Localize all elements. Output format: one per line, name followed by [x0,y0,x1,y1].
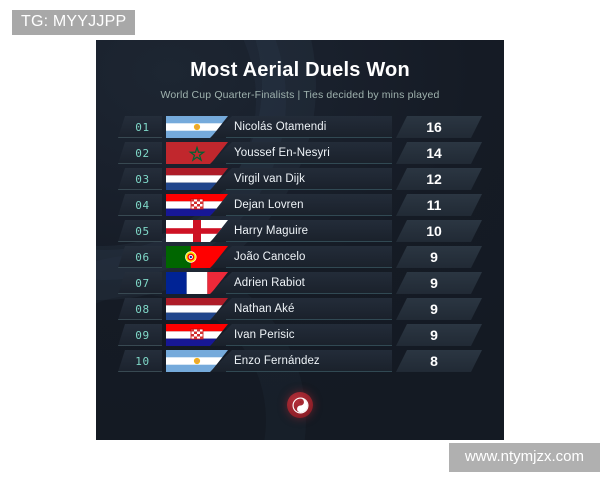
duels-won-value: 14 [426,145,442,161]
player-name: Dejan Lovren [234,199,304,211]
player-name-bar [210,116,392,138]
leaderboard-row[interactable]: 10 Enzo Fernández 8 [118,350,482,372]
flag-croatia-icon [166,194,228,216]
rank-number: 02 [135,146,150,160]
flag-netherlands-icon [166,298,228,320]
card-header: Most Aerial Duels Won World Cup Quarter-… [96,40,504,102]
value-plate [396,168,482,190]
duels-won-value: 11 [426,197,442,213]
duels-won-value: 9 [430,301,438,317]
rank-number: 04 [135,198,150,212]
value-plate [396,272,482,294]
rank-plate [118,246,162,268]
player-name: Youssef En-Nesyri [234,147,330,159]
player-name: Harry Maguire [234,225,309,237]
rank-number: 07 [135,276,150,290]
duels-won-value: 16 [426,119,442,135]
rank-number: 08 [135,302,150,316]
player-name-bar [210,194,392,216]
value-plate [396,194,482,216]
rank-plate [118,142,162,164]
rank-number: 01 [135,120,150,134]
rank-plate [118,116,162,138]
player-name-bar [210,220,392,242]
leaderboard-row[interactable]: 08 Nathan Aké 9 [118,298,482,320]
duels-won-value: 9 [430,249,438,265]
rank-number: 09 [135,328,150,342]
flag-argentina-icon [166,116,228,138]
rank-number: 03 [135,172,150,186]
watermark-bottom-right: www.ntymjzx.com [448,443,600,472]
value-plate [396,116,482,138]
value-plate [396,220,482,242]
flag-argentina-icon [166,350,228,372]
duels-won-value: 9 [430,275,438,291]
duels-won-value: 8 [430,353,438,369]
player-name-bar [210,168,392,190]
player-name-bar [210,298,392,320]
rank-number: 05 [135,224,150,238]
player-name-bar [210,272,392,294]
logo-container [96,392,504,418]
brand-logo-icon [287,392,313,418]
page-subtitle: World Cup Quarter-Finalists | Ties decid… [160,89,440,101]
value-plate [396,298,482,320]
rank-plate [118,298,162,320]
leaderboard-row[interactable]: 07 Adrien Rabiot 9 [118,272,482,294]
leaderboard-row[interactable]: 02 Youssef En-Nesyri 14 [118,142,482,164]
player-name: João Cancelo [234,251,306,263]
flag-england-icon [166,220,228,242]
player-name: Ivan Perisic [234,329,295,341]
value-plate [396,246,482,268]
player-name: Nathan Aké [234,303,295,315]
duels-won-value: 10 [426,223,442,239]
leaderboard-list: 01 Nicolás Otamendi 16 02 Youssef En-Nesyri 1… [96,116,504,372]
rank-plate [118,272,162,294]
duels-won-value: 9 [430,327,438,343]
leaderboard-row[interactable]: 06 João Cancelo 9 [118,246,482,268]
flag-netherlands-icon [166,168,228,190]
page-title: Most Aerial Duels Won [190,59,410,81]
player-name-bar [210,350,392,372]
duels-won-value: 12 [426,171,442,187]
player-name: Adrien Rabiot [234,277,305,289]
rank-number: 06 [135,250,150,264]
player-name-bar [210,324,392,346]
watermark-top-left: TG: MYYJJPP [12,10,136,35]
rank-number: 10 [135,354,150,368]
player-name-bar [210,142,392,164]
value-plate [396,350,482,372]
player-name: Virgil van Dijk [234,173,305,185]
player-name: Nicolás Otamendi [234,121,327,133]
leaderboard-row[interactable]: 09 Ivan Perisic 9 [118,324,482,346]
leaderboard-row[interactable]: 04 Dejan Lovren 11 [118,194,482,216]
leaderboard-row[interactable]: 05 Harry Maguire 10 [118,220,482,242]
flag-croatia-icon [166,324,228,346]
leaderboard-card: Most Aerial Duels Won World Cup Quarter-… [96,40,504,440]
rank-plate [118,220,162,242]
value-plate [396,324,482,346]
rank-plate [118,168,162,190]
rank-plate [118,324,162,346]
player-name-bar [210,246,392,268]
leaderboard-row[interactable]: 01 Nicolás Otamendi 16 [118,116,482,138]
flag-morocco-icon [166,142,228,164]
value-plate [396,142,482,164]
flag-portugal-icon [166,246,228,268]
rank-plate [118,194,162,216]
leaderboard-row[interactable]: 03 Virgil van Dijk 12 [118,168,482,190]
rank-plate [118,350,162,372]
player-name: Enzo Fernández [234,355,320,367]
